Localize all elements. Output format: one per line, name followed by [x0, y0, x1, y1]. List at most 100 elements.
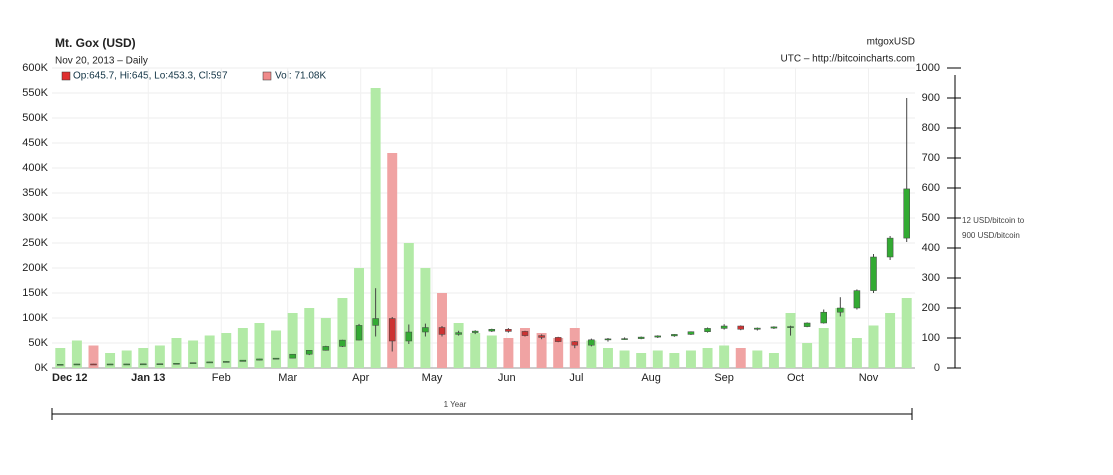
y-tick-label: 200K: [22, 262, 48, 274]
volume-bar: [802, 343, 813, 368]
volume-bar: [602, 348, 613, 368]
volume-bar: [171, 338, 182, 368]
candle-body: [223, 361, 230, 363]
volume-bar: [901, 298, 912, 368]
volume-bar: [818, 328, 829, 368]
candle-body: [156, 363, 164, 365]
volume-bar: [403, 243, 414, 368]
x-tick-label: Nov: [859, 372, 879, 384]
candle-body: [654, 335, 662, 338]
candle-body: [903, 188, 910, 239]
candle-body: [621, 338, 628, 340]
candle-body: [505, 329, 512, 332]
x-tick-label: Oct: [787, 372, 804, 384]
candle-body: [73, 363, 81, 366]
volume-bar: [503, 338, 514, 368]
y2-tick-label: 100: [922, 332, 940, 344]
volume-bar: [652, 350, 663, 368]
volume-bar: [337, 298, 348, 368]
x-tick-label: Aug: [641, 372, 661, 384]
candle-body: [853, 290, 861, 309]
legend-ohlc: Op:645.7, Hi:645, Lo:453.3, Cl:597: [73, 71, 228, 82]
candle-body: [355, 325, 363, 341]
y-tick-label: 250K: [22, 237, 48, 249]
candle-body: [322, 346, 330, 351]
symbol: mtgoxUSD: [867, 37, 915, 48]
candle-body: [90, 363, 97, 366]
y2-tick-label: 0: [934, 362, 940, 374]
volume-bar: [586, 340, 597, 368]
candle-body: [538, 335, 545, 338]
y-tick-label: 600K: [22, 62, 48, 74]
candle-body: [604, 338, 612, 341]
candle-body: [289, 353, 296, 359]
y2-tick-label: 1000: [916, 62, 940, 74]
candle-body: [571, 341, 579, 346]
y2-tick-label: 800: [922, 122, 940, 134]
y2-tick-label: 900: [922, 92, 940, 104]
candle-body: [272, 357, 280, 360]
volume-bar: [685, 350, 696, 368]
legend-volume: Vol: 71.08K: [275, 71, 326, 82]
volume-bar: [669, 353, 680, 368]
volume-bar: [271, 330, 282, 368]
legend-swatch: [61, 71, 71, 81]
candle-body: [422, 327, 429, 333]
candle-body: [671, 334, 678, 337]
candle-body: [405, 331, 413, 342]
volume-bar: [735, 348, 746, 368]
candle-body: [554, 337, 562, 342]
x-tick-label: Sep: [714, 372, 734, 384]
volume-bar: [387, 153, 398, 368]
volume-bar: [138, 348, 149, 368]
volume-bar: [88, 345, 99, 368]
candle-body: [637, 336, 645, 339]
volume-bar: [868, 325, 879, 368]
chart-subtitle: Nov 20, 2013 – Daily: [55, 56, 148, 67]
y-tick-label: 550K: [22, 87, 48, 99]
y2-tick-label: 700: [922, 152, 940, 164]
x-tick-label: May: [422, 372, 443, 384]
legend-swatch: [262, 71, 272, 81]
y2-tick-label: 600: [922, 182, 940, 194]
candle-body: [787, 326, 794, 328]
candle-body: [339, 339, 346, 347]
candle-body: [471, 330, 479, 333]
y2-tick-label: 200: [922, 302, 940, 314]
x-tick-label: Jun: [498, 372, 516, 384]
y-tick-label: 100K: [22, 312, 48, 324]
y-tick-label: 150K: [22, 287, 48, 299]
y2-tick-label: 400: [922, 242, 940, 254]
candle-body: [173, 363, 180, 365]
candle-body: [239, 359, 247, 362]
volume-bar: [121, 350, 132, 368]
candle-body: [123, 363, 130, 366]
y-tick-label: 450K: [22, 137, 48, 149]
volume-bar: [486, 335, 497, 368]
candle-body: [870, 256, 877, 291]
y-tick-label: 300K: [22, 212, 48, 224]
volume-bar: [885, 313, 896, 368]
volume-bar: [536, 333, 547, 368]
volume-bar: [304, 308, 315, 368]
candle-body: [687, 331, 695, 335]
volume-bar: [768, 353, 779, 368]
y2-tick-label: 300: [922, 272, 940, 284]
y-tick-label: 400K: [22, 162, 48, 174]
candle-body: [754, 327, 761, 330]
y-tick-label: 500K: [22, 112, 48, 124]
candle-body: [770, 326, 778, 329]
y-tick-label: 350K: [22, 187, 48, 199]
candle-body: [388, 318, 396, 342]
volume-bar: [520, 328, 530, 368]
volume-bar: [851, 338, 862, 368]
volume-bar: [105, 353, 116, 368]
candle-body: [206, 361, 213, 364]
candle-body: [106, 363, 114, 366]
candle-body: [372, 318, 379, 326]
y-tick-label: 0K: [35, 362, 49, 374]
note: 12 USD/bitcoin to: [962, 216, 1025, 225]
volume-bar: [420, 268, 431, 368]
candle-body: [737, 325, 744, 330]
